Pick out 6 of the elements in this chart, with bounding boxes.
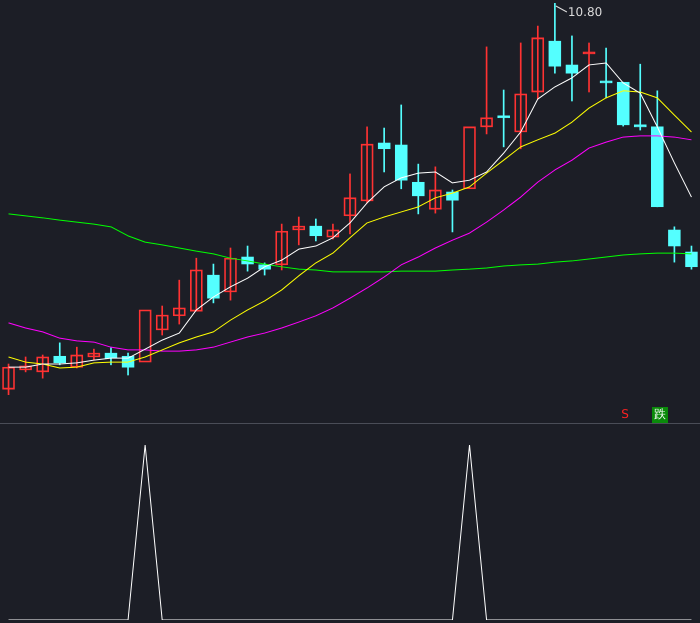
candlestick xyxy=(446,190,459,232)
annotation: 10.80 xyxy=(568,5,602,20)
candlestick xyxy=(566,36,578,102)
text: S xyxy=(621,407,629,422)
text: 跌 xyxy=(654,407,666,422)
candlestick xyxy=(582,42,596,92)
